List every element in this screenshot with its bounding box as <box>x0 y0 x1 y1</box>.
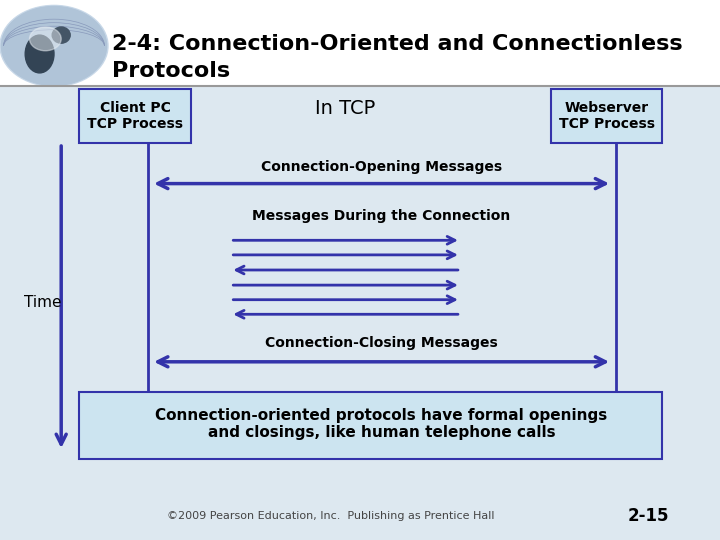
Text: Connection-Closing Messages: Connection-Closing Messages <box>265 336 498 350</box>
FancyBboxPatch shape <box>551 89 662 143</box>
Bar <box>0 0 720 86</box>
Ellipse shape <box>25 35 54 73</box>
Ellipse shape <box>53 27 71 43</box>
Text: 2-15: 2-15 <box>628 507 670 525</box>
Text: Messages During the Connection: Messages During the Connection <box>253 209 510 223</box>
Circle shape <box>1 6 107 85</box>
Text: ©2009 Pearson Education, Inc.  Publishing as Prentice Hall: ©2009 Pearson Education, Inc. Publishing… <box>168 511 495 521</box>
FancyBboxPatch shape <box>79 392 662 459</box>
Text: Client PC
TCP Process: Client PC TCP Process <box>87 101 184 131</box>
Circle shape <box>30 27 61 51</box>
Text: In TCP: In TCP <box>315 98 376 118</box>
FancyBboxPatch shape <box>79 89 191 143</box>
Text: Protocols: Protocols <box>112 61 230 82</box>
Text: 2-4: Connection-Oriented and Connectionless: 2-4: Connection-Oriented and Connectionl… <box>112 34 683 55</box>
Text: Webserver
TCP Process: Webserver TCP Process <box>559 101 655 131</box>
Text: Connection-Opening Messages: Connection-Opening Messages <box>261 160 502 174</box>
Circle shape <box>0 5 108 86</box>
Text: Connection-oriented protocols have formal openings
and closings, like human tele: Connection-oriented protocols have forma… <box>156 408 608 440</box>
Text: Time: Time <box>24 295 62 310</box>
